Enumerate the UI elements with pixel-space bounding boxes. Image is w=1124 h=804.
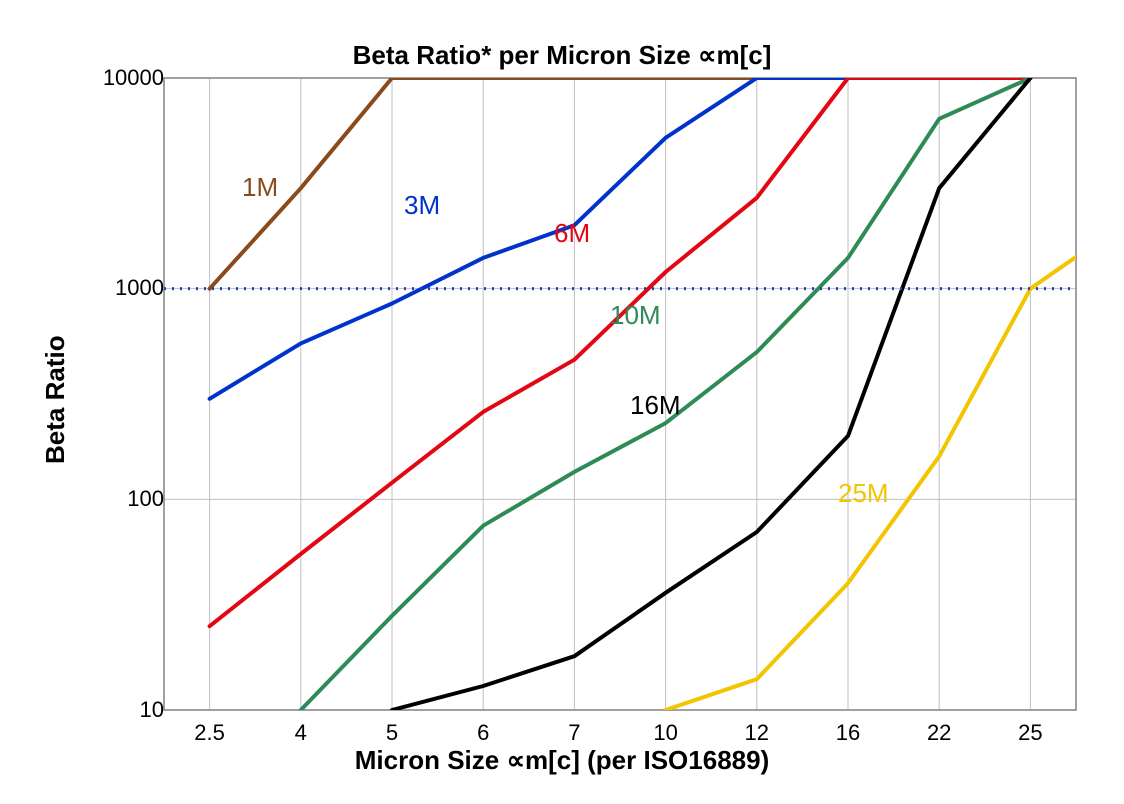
x-tick-label: 4: [261, 720, 341, 746]
plot-area: [0, 0, 1124, 804]
y-tick-label: 10: [64, 697, 164, 723]
y-tick-label: 1000: [64, 275, 164, 301]
y-tick-label: 10000: [64, 65, 164, 91]
x-tick-label: 6: [443, 720, 523, 746]
x-tick-label: 10: [626, 720, 706, 746]
series-label-10M: 10M: [610, 300, 661, 331]
x-tick-label: 25: [990, 720, 1070, 746]
x-tick-label: 22: [899, 720, 979, 746]
chart-container: Beta Ratio* per Micron Size ∝m[c] Beta R…: [0, 0, 1124, 804]
x-tick-label: 16: [808, 720, 888, 746]
x-tick-label: 12: [717, 720, 797, 746]
x-tick-label: 5: [352, 720, 432, 746]
series-label-3M: 3M: [404, 190, 440, 221]
x-tick-label: 7: [534, 720, 614, 746]
series-label-16M: 16M: [630, 390, 681, 421]
y-tick-label: 100: [64, 486, 164, 512]
series-label-25M: 25M: [838, 478, 889, 509]
series-label-1M: 1M: [242, 172, 278, 203]
series-label-6M: 6M: [554, 218, 590, 249]
x-tick-label: 2.5: [170, 720, 250, 746]
